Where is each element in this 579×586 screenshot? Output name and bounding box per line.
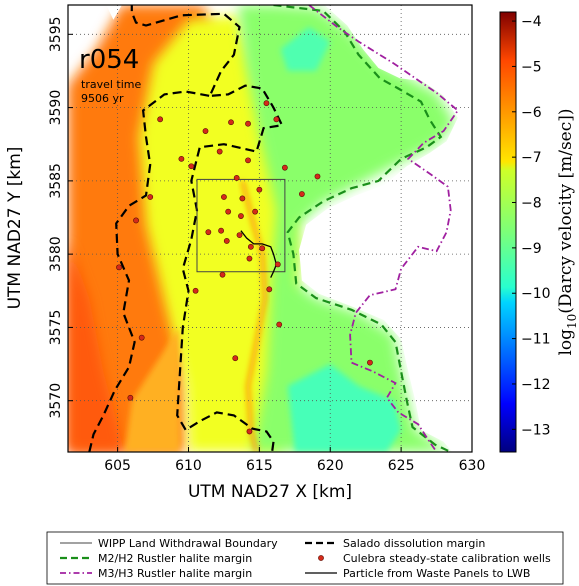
well-29	[116, 264, 122, 271]
legend-wipp: WIPP Land Withdrawal Boundary	[98, 537, 278, 550]
m2h2-margin-line	[273, 5, 452, 452]
cb-tick-label-1: −5	[521, 59, 542, 75]
well-8	[216, 148, 223, 155]
well-10	[281, 164, 288, 171]
well-22	[236, 232, 243, 238]
well-18	[238, 213, 244, 219]
field-outside-domain-nw	[106, 5, 122, 20]
well-19	[252, 208, 259, 215]
x-tick-label-0: 605	[104, 458, 131, 474]
x-tick-label-2: 615	[246, 458, 273, 474]
y-tick-label-4: 3590	[48, 90, 64, 126]
legend: WIPP Land Withdrawal Boundary Salado dis…	[46, 531, 564, 585]
well-23	[223, 238, 230, 244]
field-cyan-patch-north	[280, 27, 331, 71]
cb-tick-label-8: −12	[521, 377, 551, 393]
field-outside-domain-east	[273, 5, 472, 452]
well-17	[225, 208, 232, 215]
legend-m3h3: M3/H3 Rustler halite margin	[98, 567, 252, 580]
grid	[68, 5, 472, 452]
travel-time-value: 9506 yr	[81, 92, 124, 105]
well-16	[256, 186, 263, 193]
well-34	[276, 321, 283, 328]
well-26	[274, 261, 281, 268]
cb-tick-label-7: −11	[521, 332, 551, 348]
salado-margin-line	[130, 5, 284, 452]
field-channel-streak	[240, 180, 268, 452]
well-31	[147, 194, 154, 200]
cb-tick-label-3: −7	[521, 150, 542, 166]
field-orange-south	[124, 327, 180, 452]
well-9	[245, 157, 251, 164]
y-tick-label-2: 3580	[48, 236, 64, 272]
m3h3-margin-line	[308, 5, 460, 452]
well-12	[298, 191, 305, 197]
y-tick-label-3: 3585	[48, 163, 64, 199]
colorbar-ticks: −4 −5 −6 −7 −8 −9 −10 −11 −12 −13	[512, 14, 551, 438]
velocity-field	[68, 5, 472, 452]
y-tick-label-0: 3570	[48, 383, 64, 419]
well-39	[367, 359, 373, 366]
field-cyan-patch-south	[287, 364, 402, 452]
salado-margin-west-line	[88, 90, 210, 452]
field-green-east	[238, 5, 455, 452]
well-38	[246, 428, 253, 435]
well-33	[266, 286, 273, 293]
x-tick-label-1: 610	[175, 458, 202, 474]
cb-tick-label-0: −4	[521, 14, 542, 30]
colorbar	[499, 11, 517, 453]
well-3	[245, 120, 251, 127]
colorbar-label: log10(Darcy velocity [m/sec])	[556, 108, 579, 355]
well-24	[247, 243, 254, 250]
well-15	[239, 195, 246, 202]
well-7	[188, 163, 195, 170]
cb-tick-label-2: −6	[521, 105, 542, 121]
y-tick-label-5: 3595	[48, 16, 64, 52]
x-axis-label: UTM NAD27 X [km]	[188, 482, 352, 502]
well-21	[218, 227, 224, 234]
map-overlays	[88, 5, 460, 452]
well-27	[219, 271, 226, 278]
cb-tick-label-4: −8	[521, 196, 542, 212]
well-6	[178, 155, 185, 162]
well-25	[259, 245, 266, 252]
legend-m2h2: M2/H2 Rustler halite margin	[98, 552, 252, 565]
y-axis-label: UTM NAD27 Y [km]	[5, 147, 25, 310]
legend-salado: Salado dissolution margin	[343, 537, 485, 550]
legend-wells: Culebra steady-state calibration wells	[343, 552, 551, 565]
well-2	[228, 119, 234, 126]
x-tick-label-4: 625	[388, 458, 415, 474]
legend-box	[46, 531, 564, 585]
x-tick-label-5: 630	[459, 458, 486, 474]
well-20	[205, 229, 212, 236]
well-35	[138, 334, 145, 341]
legend-wells-swatch	[318, 555, 324, 561]
run-id-label: r054	[79, 45, 139, 75]
x-axis-ticks: 605 610 615 620 625 630	[104, 447, 485, 474]
well-36	[232, 355, 239, 362]
well-11	[314, 173, 321, 180]
well-14	[221, 194, 227, 200]
well-5	[273, 116, 280, 123]
y-tick-label-1: 3575	[48, 310, 64, 346]
y-axis-ticks: 3570 3575 3580 3585 3590 3595	[48, 16, 73, 419]
well-4	[263, 100, 270, 107]
x-tick-label-3: 620	[317, 458, 344, 474]
well-28	[246, 255, 253, 262]
cb-tick-label-5: −9	[521, 241, 542, 257]
well-37	[127, 394, 134, 401]
well-30	[133, 217, 139, 224]
well-1	[202, 128, 209, 134]
well-13	[233, 175, 240, 181]
particle-path	[240, 230, 278, 278]
well-32	[192, 287, 199, 294]
plot-frame	[67, 4, 473, 453]
cb-tick-label-9: −13	[521, 422, 551, 438]
travel-time-label: travel time	[81, 78, 141, 91]
legend-particle: Particle from Waste Panels to LWB	[343, 567, 530, 580]
well-0	[157, 116, 164, 123]
cb-tick-label-6: −10	[521, 286, 551, 302]
wipp-boundary	[196, 178, 286, 273]
